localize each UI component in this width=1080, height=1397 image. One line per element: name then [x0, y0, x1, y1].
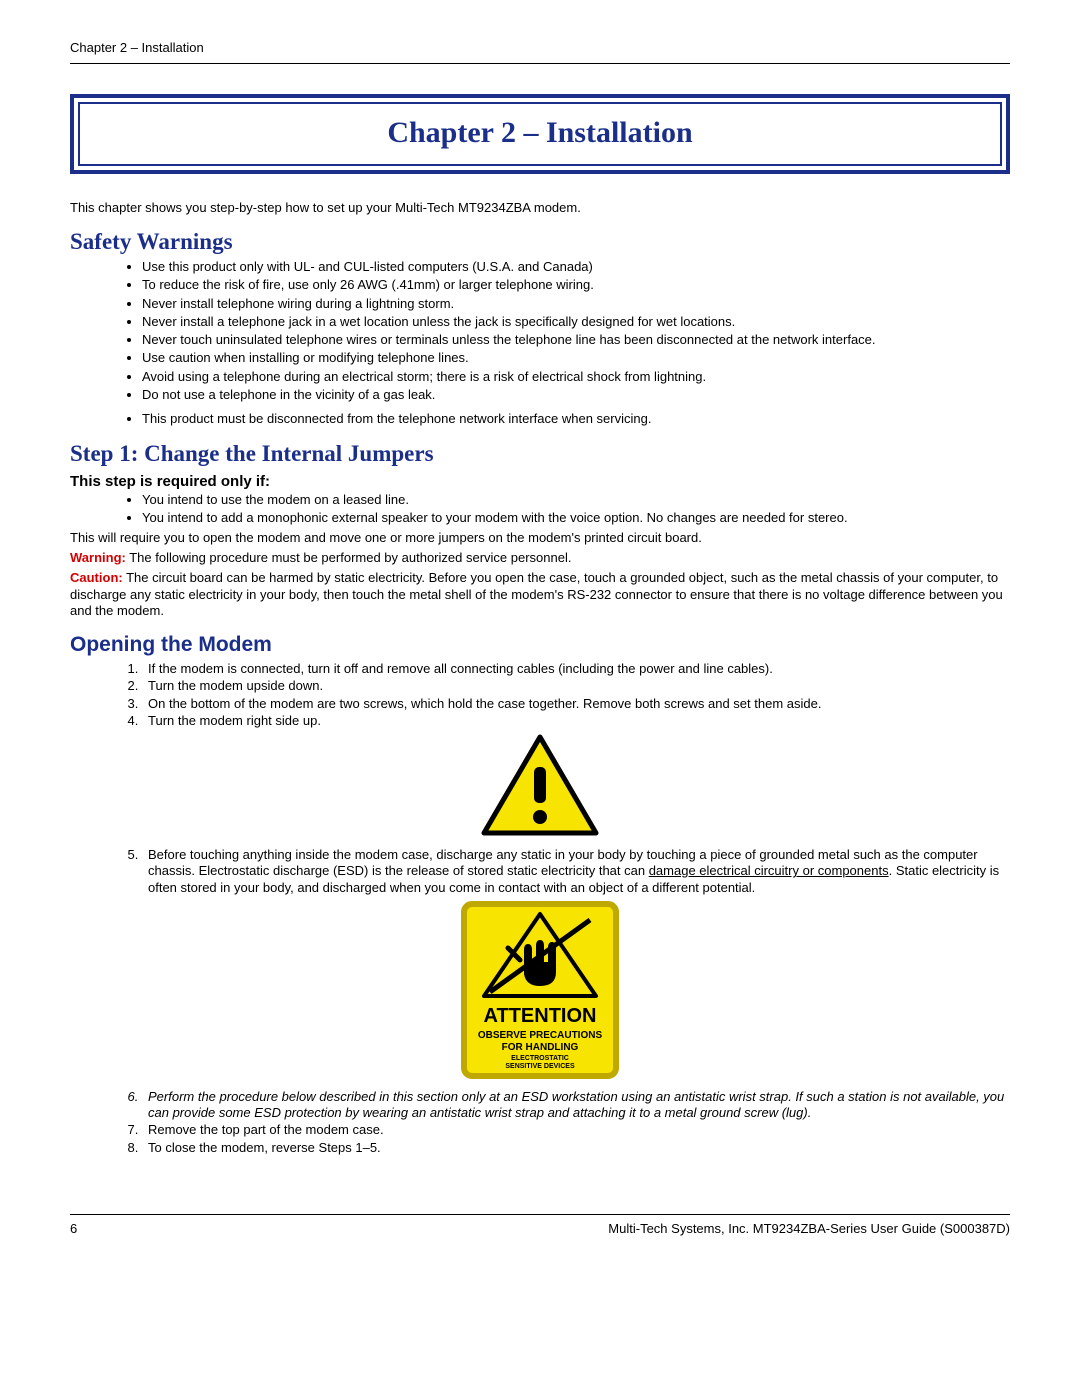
- list-item: Never install telephone wiring during a …: [142, 296, 1010, 312]
- svg-text:ATTENTION: ATTENTION: [484, 1005, 597, 1027]
- opening-step-5: Before touching anything inside the mode…: [70, 847, 1010, 896]
- caution-label: Caution:: [70, 570, 123, 585]
- opening-steps-6-8: Perform the procedure below described in…: [70, 1089, 1010, 1156]
- step-item: Before touching anything inside the mode…: [142, 847, 1010, 896]
- step1-required-list: You intend to use the modem on a leased …: [70, 492, 1010, 526]
- list-item: Do not use a telephone in the vicinity o…: [142, 387, 1010, 403]
- footer-row: 6 Multi-Tech Systems, Inc. MT9234ZBA-Ser…: [70, 1221, 1010, 1236]
- step1-warning: Warning: The following procedure must be…: [70, 550, 1010, 566]
- svg-text:SENSITIVE DEVICES: SENSITIVE DEVICES: [505, 1063, 575, 1070]
- list-item: You intend to add a monophonic external …: [142, 510, 1010, 526]
- step-item: Remove the top part of the modem case.: [142, 1122, 1010, 1138]
- warning-label: Warning:: [70, 550, 126, 565]
- step-item: Turn the modem upside down.: [142, 678, 1010, 694]
- step-item: To close the modem, reverse Steps 1–5.: [142, 1140, 1010, 1156]
- opening-steps-1-4: If the modem is connected, turn it off a…: [70, 661, 1010, 729]
- document-page: Chapter 2 – Installation Chapter 2 – Ins…: [0, 0, 1080, 1266]
- list-item: Avoid using a telephone during an electr…: [142, 369, 1010, 385]
- opening-heading: Opening the Modem: [70, 633, 1010, 657]
- step1-body: This will require you to open the modem …: [70, 530, 1010, 546]
- chapter-title: Chapter 2 – Installation: [387, 116, 692, 149]
- attention-esd-icon: ATTENTION OBSERVE PRECAUTIONS FOR HANDLI…: [460, 900, 620, 1080]
- list-item: Never touch uninsulated telephone wires …: [142, 332, 1010, 348]
- header-rule: [70, 63, 1010, 64]
- list-item: Never install a telephone jack in a wet …: [142, 314, 1010, 330]
- page-footer: 6 Multi-Tech Systems, Inc. MT9234ZBA-Ser…: [70, 1214, 1010, 1236]
- safety-list: Use this product only with UL- and CUL-l…: [70, 259, 1010, 427]
- chapter-intro: This chapter shows you step-by-step how …: [70, 200, 1010, 215]
- page-header-breadcrumb: Chapter 2 – Installation: [70, 40, 1010, 55]
- page-number: 6: [70, 1221, 77, 1236]
- safety-heading: Safety Warnings: [70, 229, 1010, 255]
- step5-underlined: damage electrical circuitry or component…: [649, 863, 889, 878]
- step-item: On the bottom of the modem are two screw…: [142, 696, 1010, 712]
- caution-text: The circuit board can be harmed by stati…: [70, 570, 1003, 618]
- step-item: If the modem is connected, turn it off a…: [142, 661, 1010, 677]
- list-item: This product must be disconnected from t…: [142, 411, 1010, 427]
- attention-esd-sign: ATTENTION OBSERVE PRECAUTIONS FOR HANDLI…: [70, 900, 1010, 1085]
- warning-text: The following procedure must be performe…: [126, 550, 572, 565]
- chapter-banner: Chapter 2 – Installation: [70, 94, 1010, 174]
- chapter-banner-inner: Chapter 2 – Installation: [78, 102, 1002, 166]
- list-item: Use this product only with UL- and CUL-l…: [142, 259, 1010, 275]
- step-item: Turn the modem right side up.: [142, 713, 1010, 729]
- step1-required-label: This step is required only if:: [70, 473, 1010, 490]
- list-item: Use caution when installing or modifying…: [142, 350, 1010, 366]
- list-item: To reduce the risk of fire, use only 26 …: [142, 277, 1010, 293]
- svg-text:FOR HANDLING: FOR HANDLING: [502, 1042, 579, 1053]
- svg-text:OBSERVE PRECAUTIONS: OBSERVE PRECAUTIONS: [478, 1030, 603, 1041]
- list-item: You intend to use the modem on a leased …: [142, 492, 1010, 508]
- step1-heading: Step 1: Change the Internal Jumpers: [70, 441, 1010, 467]
- svg-text:ELECTROSTATIC: ELECTROSTATIC: [511, 1055, 569, 1062]
- warning-triangle-sign: [70, 733, 1010, 843]
- footer-rule: [70, 1214, 1010, 1215]
- footer-right: Multi-Tech Systems, Inc. MT9234ZBA-Serie…: [608, 1221, 1010, 1236]
- step1-caution: Caution: The circuit board can be harmed…: [70, 570, 1010, 619]
- step-item: Perform the procedure below described in…: [142, 1089, 1010, 1122]
- warning-triangle-icon: [480, 733, 600, 838]
